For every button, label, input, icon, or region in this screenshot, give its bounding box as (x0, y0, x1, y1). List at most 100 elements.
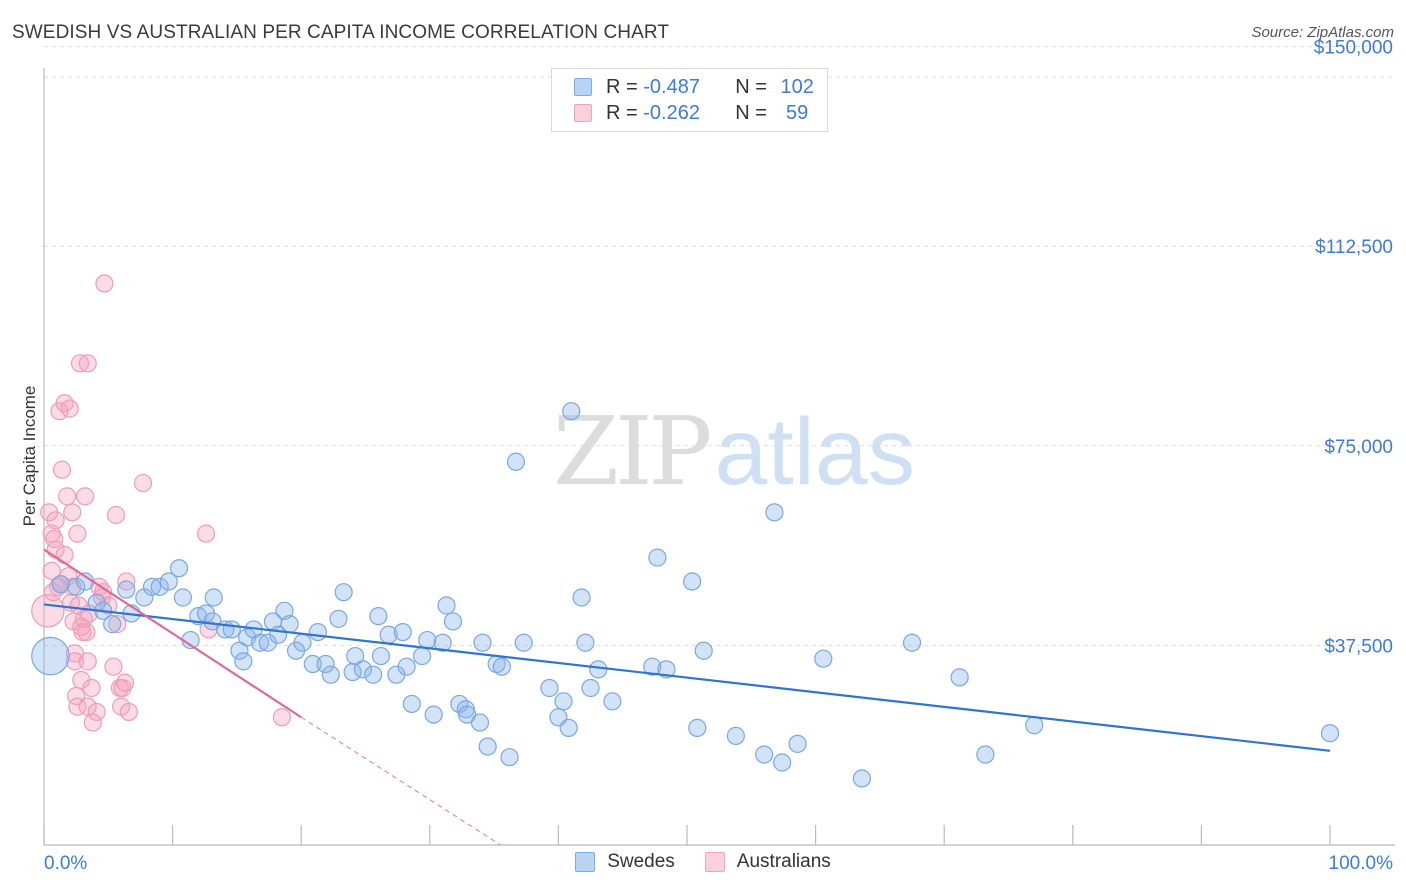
australians-point (76, 487, 95, 506)
australians-point (68, 524, 87, 543)
australians-point (55, 394, 74, 413)
y-tick-label: $150,000 (1314, 38, 1393, 59)
swedes-point (473, 633, 492, 652)
legend-row-australians: R = -0.262 N = 59 (574, 101, 808, 125)
swedes-point (437, 596, 456, 615)
regression-lines (43, 548, 1331, 846)
australians-swatch (704, 852, 725, 872)
swedes-point (788, 734, 807, 753)
australians-point (74, 609, 93, 628)
australians-point (133, 473, 153, 493)
australians-regression-extension (300, 716, 501, 846)
swedes-point (694, 641, 713, 660)
swedes-point (765, 503, 784, 522)
swedes-point (773, 753, 792, 772)
legend-swatch-swedes (574, 78, 592, 96)
swedes-point (683, 572, 702, 591)
swedes-point (581, 678, 600, 698)
australians-point (55, 545, 74, 565)
swedes-point (150, 577, 169, 596)
swedes-point (589, 660, 608, 679)
swedes-point (443, 612, 463, 631)
australians-point (31, 594, 65, 628)
series-legend-australians[interactable]: Australians (704, 851, 831, 873)
y-axis-label: Per Capita Income (20, 385, 39, 527)
swedes-point (275, 601, 294, 620)
swedes-point (159, 572, 178, 591)
swedes-point (371, 646, 391, 666)
swedes-point (321, 665, 340, 684)
y-tick-labels: $37,500 $75,000 $112,500 $150,000 (1314, 38, 1393, 658)
australians-point (58, 487, 77, 506)
swedes-point (1025, 716, 1044, 735)
series-legend: Swedes Australians (0, 851, 1406, 873)
swedes-point (643, 657, 662, 676)
australians-point (99, 596, 118, 615)
source-credit: Source: ZipAtlas.com (1251, 24, 1394, 41)
swedes-point (412, 646, 432, 666)
x-tick-labels: 0.0% 100.0% (44, 853, 1393, 874)
swedes-point (173, 588, 192, 607)
swedes-point (424, 705, 443, 724)
y-tick-label: $37,500 (1324, 636, 1393, 657)
australians-point (95, 274, 114, 293)
swedes-point (657, 660, 676, 679)
watermark-atlas: atlas (714, 399, 916, 505)
legend-r-value: -0.262 (643, 101, 700, 124)
y-tick-label: $112,500 (1315, 237, 1393, 258)
x-tick-label: 0.0% (44, 853, 87, 874)
swedes-point (478, 737, 497, 756)
australians-point (115, 673, 135, 692)
swedes-point (222, 620, 241, 639)
australians-point (42, 561, 61, 580)
swedes-point (397, 657, 416, 676)
australians-point (63, 503, 82, 522)
swedes-points (31, 402, 1340, 788)
swedes-point (308, 622, 328, 642)
correlation-legend: R = -0.487 N = 102 R = -0.262 N = 59 (551, 68, 828, 132)
swedes-point (540, 678, 559, 698)
swedes-point (117, 580, 136, 599)
australians-point (83, 713, 102, 732)
legend-r-label: R = (606, 75, 644, 98)
australians-point (106, 505, 126, 525)
series-legend-swedes[interactable]: Swedes (575, 851, 675, 873)
swedes-point (334, 583, 353, 602)
swedes-point (364, 665, 383, 684)
swedes-point (103, 615, 122, 634)
swedes-point (554, 692, 573, 711)
swedes-point (169, 559, 189, 578)
swedes-point (814, 649, 833, 668)
gridlines (44, 46, 1395, 646)
swedes-point (51, 575, 70, 594)
swedes-point (142, 577, 162, 596)
swedes-point (31, 636, 70, 676)
chart-title: SWEDISH VS AUSTRALIAN PER CAPITA INCOME … (12, 22, 670, 43)
swedes-point (603, 692, 622, 711)
swedes-point (562, 402, 581, 421)
swedes-point (976, 745, 995, 764)
swedes-point (950, 668, 969, 687)
swedes-point (250, 633, 270, 652)
swedes-point (343, 662, 362, 682)
legend-n-label: N = (735, 101, 773, 124)
australians-point (78, 354, 97, 373)
australians-regression-line (43, 548, 302, 719)
australians-point (87, 702, 106, 722)
swedes-point (500, 748, 519, 767)
legend-n-value: 102 (780, 75, 814, 98)
swedes-point (293, 633, 312, 652)
swedes-point (688, 718, 707, 738)
swedes-point (506, 452, 526, 471)
swedes-point (234, 652, 253, 671)
swedes-point (303, 654, 322, 674)
australians-label: Australians (736, 851, 831, 872)
swedes-point (559, 718, 578, 738)
swedes-point (433, 633, 452, 652)
watermark-zip: ZIP (553, 397, 712, 507)
swedes-point (648, 548, 667, 567)
watermark: ZIPatlas (553, 405, 915, 500)
australians-point (73, 622, 92, 642)
swedes-point (67, 577, 86, 596)
swedes-point (902, 633, 922, 652)
